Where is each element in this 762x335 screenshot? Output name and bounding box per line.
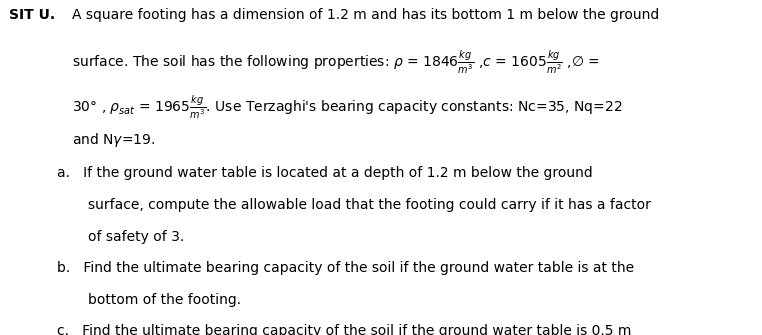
- Text: 30° , $\rho_{sat}$ = 1965$\frac{kg}{m^3}$. Use Terzaghi's bearing capacity const: 30° , $\rho_{sat}$ = 1965$\frac{kg}{m^3}…: [72, 93, 623, 121]
- Text: and N$\gamma$=19.: and N$\gamma$=19.: [72, 131, 155, 149]
- Text: a.   If the ground water table is located at a depth of 1.2 m below the ground: a. If the ground water table is located …: [57, 166, 593, 180]
- Text: of safety of 3.: of safety of 3.: [88, 229, 184, 244]
- Text: b.   Find the ultimate bearing capacity of the soil if the ground water table is: b. Find the ultimate bearing capacity of…: [57, 261, 634, 275]
- Text: bottom of the footing.: bottom of the footing.: [88, 293, 241, 307]
- Text: A square footing has a dimension of 1.2 m and has its bottom 1 m below the groun: A square footing has a dimension of 1.2 …: [72, 8, 660, 22]
- Text: SIT U.: SIT U.: [9, 8, 56, 22]
- Text: surface, compute the allowable load that the footing could carry if it has a fac: surface, compute the allowable load that…: [88, 198, 651, 212]
- Text: surface. The soil has the following properties: $\rho$ = 1846$\frac{kg}{m^3}$ ,$: surface. The soil has the following prop…: [72, 48, 600, 76]
- Text: c.   Find the ultimate bearing capacity of the soil if the ground water table is: c. Find the ultimate bearing capacity of…: [57, 324, 632, 335]
